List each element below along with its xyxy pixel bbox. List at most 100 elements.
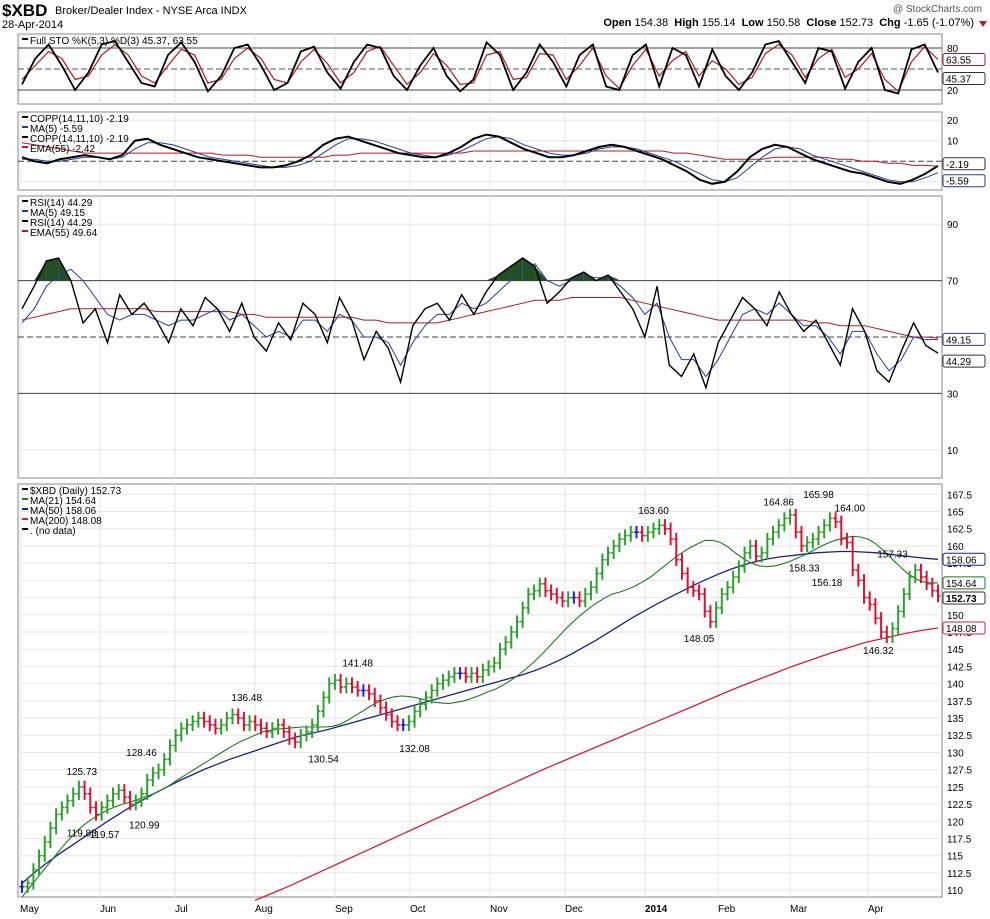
price-bar [884, 625, 890, 644]
rsi-ma-last: 49.15 [946, 335, 971, 346]
price-bar [99, 801, 105, 821]
price-bar [833, 512, 839, 529]
legend-entry: RSI(14) 44.29 [30, 198, 93, 209]
price-last-box [942, 591, 986, 605]
price-annotation: 132.08 [399, 744, 430, 755]
price-bar [389, 708, 395, 728]
price-bar [645, 525, 651, 542]
y-tick-label: 115 [947, 852, 963, 863]
y-tick-label: 117.5 [947, 834, 972, 845]
price-annotation: 136.48 [231, 693, 262, 704]
chg-label: Chg [879, 17, 901, 29]
price-bar [395, 715, 401, 732]
price-bar [457, 667, 463, 680]
y-tick-label: 10 [947, 137, 959, 148]
price-annotation: 164.86 [763, 497, 794, 508]
price-bar [377, 694, 383, 714]
sto-d-last-box [942, 53, 986, 67]
price-bar [224, 711, 230, 732]
price-bar [82, 780, 88, 800]
price-annotation: 156.18 [812, 578, 843, 589]
price-bar [19, 880, 25, 893]
y-tick-label: 70 [947, 277, 959, 288]
ma50-last: 158.06 [946, 555, 977, 566]
copp-last: -2.19 [946, 160, 969, 171]
y-tick-label: 127.5 [947, 766, 972, 777]
ohlc-readout: Open 154.38 High 155.14 Low 150.58 Close… [603, 17, 974, 29]
price-bar [759, 546, 765, 563]
sto-d-line [21, 43, 939, 93]
price-bar [264, 722, 270, 738]
y-tick-label: 20 [947, 116, 959, 127]
low-label: Low [741, 17, 764, 29]
price-bar [76, 780, 82, 800]
legend-swatch [22, 488, 28, 490]
price-bar [383, 701, 389, 721]
price-bar [844, 532, 850, 549]
ma21-line [21, 535, 939, 898]
price-annotation: 165.98 [803, 490, 834, 501]
y-tick-label: 130 [947, 748, 964, 759]
rsi-overbought-fill [34, 260, 47, 281]
ma50-last-box [942, 552, 986, 566]
price-bar [713, 601, 719, 628]
open-value: 154.38 [634, 17, 669, 29]
price-annotation: 128.46 [126, 748, 157, 759]
rsi-line [21, 257, 939, 391]
price-bar [207, 715, 213, 732]
x-tick-label: Aug [255, 904, 273, 915]
legend-swatch [22, 136, 28, 138]
price-bar [429, 684, 435, 704]
price-bar [565, 591, 571, 608]
price-annotation: 158.33 [789, 563, 820, 574]
symbol-title: $XBD [2, 1, 48, 20]
price-bar [190, 715, 196, 732]
price-bar [787, 508, 793, 525]
close-label: Close [806, 17, 837, 29]
price-bar [150, 766, 156, 787]
price-bar [639, 525, 645, 542]
x-tick-label: Nov [490, 904, 508, 915]
price-bar [144, 773, 150, 800]
price-bar [554, 587, 560, 604]
watermark: @ StockCharts.com [892, 4, 982, 15]
price-bar [65, 794, 71, 814]
y-tick-label: 135 [947, 714, 964, 725]
y-tick-label: 110 [947, 886, 963, 897]
price-bar [201, 711, 207, 728]
price-bar [116, 784, 122, 800]
price-bar [412, 704, 418, 728]
price-bar [491, 656, 497, 673]
y-tick-label: 142.5 [947, 662, 972, 673]
chg-down-icon [979, 21, 987, 27]
x-tick-label: Jun [100, 904, 116, 915]
price-bar [173, 729, 179, 752]
price-bar [42, 835, 48, 862]
price-bar [707, 605, 713, 628]
x-tick-label: Jul [175, 904, 188, 915]
price-bar [269, 722, 275, 738]
price-bar [673, 532, 679, 566]
price-bar [742, 546, 748, 573]
price-bar [622, 529, 628, 546]
price-bar [776, 519, 782, 539]
price-annotation: 141.48 [342, 658, 373, 669]
price-bar [468, 667, 474, 683]
price-bar [463, 667, 469, 683]
price-bar [599, 553, 605, 580]
price-bar [861, 574, 867, 604]
price-bar [764, 532, 770, 560]
ma21-last: 154.64 [946, 579, 977, 590]
price-bar [286, 725, 292, 745]
price-bar [360, 684, 366, 697]
rsi-last: 44.29 [946, 357, 971, 368]
price-bar [156, 763, 162, 780]
price-last: 152.73 [946, 594, 977, 605]
price-bar [121, 784, 127, 804]
price-bar [230, 708, 236, 725]
y-tick-label: 162.5 [947, 525, 972, 536]
ma200-last: 148.08 [946, 624, 977, 635]
legend-entry: MA(5) -5.59 [30, 124, 83, 135]
price-bar [30, 863, 36, 890]
